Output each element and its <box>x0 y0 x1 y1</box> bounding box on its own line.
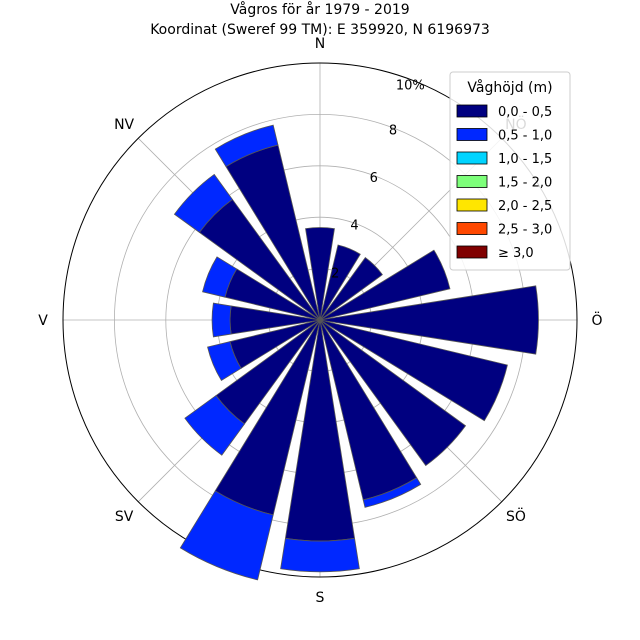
bar-sector-1-bin-0 <box>319 244 361 321</box>
bar-sector-14-bin-1 <box>173 173 233 233</box>
chart-title-line1: Vågros för år 1979 - 2019 <box>230 1 409 18</box>
radial-tick-label-1: 2 <box>331 266 339 281</box>
legend-title: Våghöjd (m) <box>467 79 552 96</box>
legend-swatch-6 <box>456 222 488 235</box>
legend-swatch-2 <box>456 128 488 141</box>
direction-label-NV: NV <box>114 117 134 133</box>
bar-sector-15-bin-1 <box>214 124 279 168</box>
radial-tick-label-3: 6 <box>370 171 378 186</box>
legend-label-6: 2,5 - 3,0 <box>498 223 552 238</box>
legend-swatch-7 <box>456 245 488 259</box>
bar-sector-3-bin-0 <box>319 249 451 321</box>
bar-sector-11-bin-1 <box>207 341 242 381</box>
legend-label-1: 0,0 - 0,5 <box>498 105 552 120</box>
legend-swatch-4 <box>456 175 488 188</box>
direction-label-SÖ: SÖ <box>506 507 526 525</box>
sector-bars <box>173 124 539 581</box>
legend-frame <box>449 71 571 271</box>
legend: Våghöjd (m) 0,0 - 0,5 0,5 - 1,0 1,0 - 1,5 1,… <box>449 71 571 271</box>
direction-label-V: V <box>38 313 48 329</box>
legend-swatch-3 <box>456 151 488 165</box>
legend-label-3: 1,0 - 1,5 <box>498 152 552 167</box>
legend-label-7: ≥ 3,0 <box>498 246 534 261</box>
legend-label-2: 0,5 - 1,0 <box>498 129 552 144</box>
direction-label-Ö: Ö <box>591 311 602 329</box>
bar-sector-9-bin-1 <box>179 490 274 581</box>
bar-sector-5-bin-0 <box>319 319 508 422</box>
legend-label-4: 1,5 - 2,0 <box>498 176 552 191</box>
bar-sector-13-bin-1 <box>202 256 238 298</box>
bar-sector-12-bin-1 <box>211 302 232 338</box>
bar-sector-8-bin-1 <box>280 537 360 573</box>
radial-tick-label-2: 4 <box>350 219 358 234</box>
chart-title-line2: Koordinat (Sweref 99 TM): E 359920, N 61… <box>150 22 490 38</box>
radial-tick-label-4: 8 <box>389 123 397 138</box>
legend-label-5: 2,0 - 2,5 <box>498 199 552 214</box>
direction-label-S: S <box>316 590 325 606</box>
legend-swatch-1 <box>456 104 488 118</box>
legend-swatch-5 <box>456 198 488 212</box>
direction-label-N: N <box>315 36 325 52</box>
bar-sector-2-bin-0 <box>319 257 383 321</box>
bar-sector-6-bin-0 <box>319 319 467 467</box>
bar-sector-0-bin-0 <box>305 227 335 321</box>
bar-sector-7-bin-1 <box>362 477 422 508</box>
bar-sector-4-bin-0 <box>319 285 539 355</box>
radial-max-label: 10% <box>396 79 425 94</box>
outer-circle <box>62 62 578 578</box>
direction-label-SV: SV <box>115 509 134 525</box>
bar-sector-10-bin-1 <box>184 394 246 456</box>
